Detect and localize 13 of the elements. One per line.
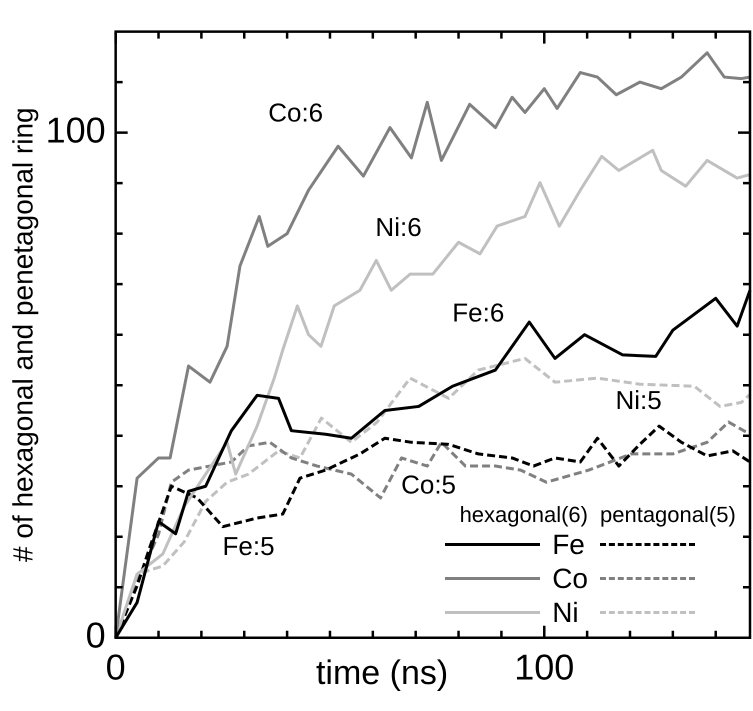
annotation: pentagonal(5): [600, 502, 736, 528]
annotation: Co: [552, 562, 588, 596]
annotation: Fe: [552, 528, 586, 562]
annotation: hexagonal(6): [458, 502, 588, 528]
series-label: Fe:6: [452, 298, 504, 328]
series-label: Ni:5: [615, 385, 662, 416]
series-label: Co:6: [268, 98, 324, 128]
series-label: Ni:6: [375, 212, 422, 242]
x-axis-title: time (ns): [316, 654, 448, 692]
annotation: Ni: [552, 596, 580, 630]
series-label: Co:5: [401, 469, 456, 500]
y-axis-title: # of hexagonal and penetagonal ring: [8, 107, 39, 562]
series-label: Fe:5: [222, 531, 275, 562]
